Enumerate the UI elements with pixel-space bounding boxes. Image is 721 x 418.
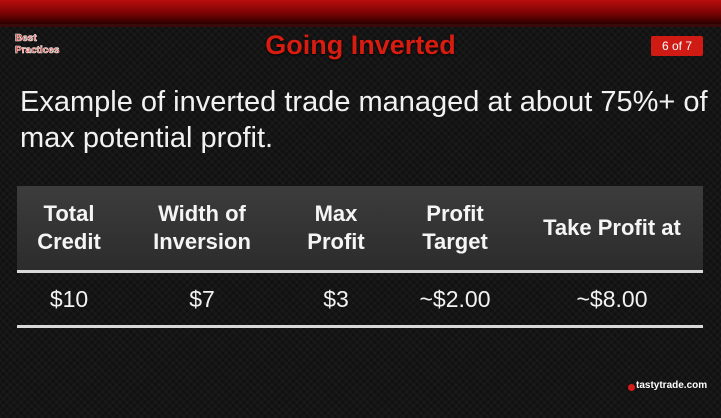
cell-max-profit: $3 bbox=[323, 285, 349, 312]
best-practices-logo: Best Practices bbox=[15, 33, 61, 56]
header-line: Credit bbox=[37, 229, 101, 254]
header-line: Total bbox=[43, 201, 95, 226]
cell-take-profit-at: ~$8.00 bbox=[576, 285, 648, 312]
svg-text:Best: Best bbox=[15, 33, 37, 44]
header-line: Target bbox=[422, 229, 488, 254]
cell-total-credit: $10 bbox=[49, 285, 89, 312]
header-width-of-inversion: Width of Inversion bbox=[121, 186, 283, 270]
svg-text:Practices: Practices bbox=[15, 45, 60, 56]
banner-divider bbox=[0, 24, 721, 27]
header-line: Profit bbox=[307, 229, 365, 254]
table-row: $10 $7 $3 ~$2.00 ~$8.00 bbox=[17, 273, 703, 328]
cell-profit-target: ~$2.00 bbox=[419, 285, 491, 312]
cherry-icon bbox=[628, 384, 635, 391]
brand-watermark: tastytrade.com bbox=[636, 380, 708, 391]
header-take-profit-at: Take Profit at bbox=[521, 186, 703, 270]
header-line: Profit bbox=[426, 201, 484, 226]
cell-width-of-inversion: $7 bbox=[189, 285, 215, 312]
table-header-row: Total Credit Width of Inversion Max Prof… bbox=[17, 186, 703, 273]
top-banner bbox=[0, 0, 721, 24]
slide-title: Going Inverted bbox=[265, 30, 456, 60]
page-indicator-badge: 6 of 7 bbox=[651, 36, 703, 56]
trade-table: Total Credit Width of Inversion Max Prof… bbox=[17, 186, 703, 328]
header-profit-target: Profit Target bbox=[389, 186, 521, 270]
header-line: Width of bbox=[158, 201, 246, 226]
header-total-credit: Total Credit bbox=[17, 186, 121, 270]
header-line: Max bbox=[314, 201, 358, 226]
slide-body-text: Example of inverted trade managed at abo… bbox=[20, 86, 708, 154]
header-line: Inversion bbox=[153, 229, 251, 254]
header-max-profit: Max Profit bbox=[283, 186, 389, 270]
header-line: Take Profit at bbox=[543, 215, 681, 240]
